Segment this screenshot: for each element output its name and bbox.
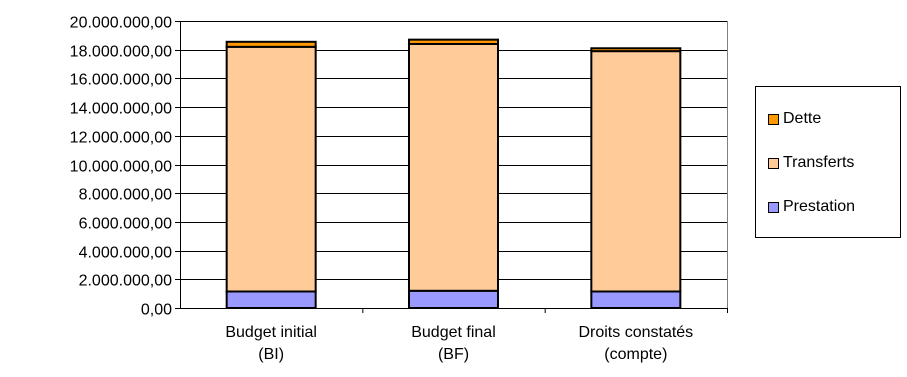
y-tick-labels: 0,00 2.000.000,00 4.000.000,00 6.000.000,00… bbox=[70, 15, 172, 319]
y-tick-label: 18.000.000,00 bbox=[70, 44, 172, 61]
category-label-line: (compte) bbox=[604, 346, 667, 363]
legend-item-transferts: Transferts bbox=[768, 153, 854, 173]
category-label-line: Budget final bbox=[411, 324, 496, 341]
y-tick-label: 4.000.000,00 bbox=[79, 245, 173, 262]
legend-item-dette: Dette bbox=[768, 109, 821, 129]
y-tick-label: 16.000.000,00 bbox=[70, 72, 172, 89]
bar-dette bbox=[225, 40, 317, 48]
bar-prestation bbox=[408, 289, 499, 309]
y-tick-label: 6.000.000,00 bbox=[79, 216, 173, 233]
category-label-line: (BF) bbox=[438, 346, 469, 363]
y-tick-label: 2.000.000,00 bbox=[79, 273, 173, 290]
category-label-line: Droits constatés bbox=[578, 324, 693, 341]
category-label: Budget initial (BI) bbox=[225, 324, 317, 363]
bar-dette bbox=[590, 47, 682, 53]
legend-swatch-prestation bbox=[768, 201, 779, 213]
category-label-line: (BI) bbox=[258, 346, 284, 363]
legend-swatch-dette bbox=[768, 113, 779, 125]
legend-label-dette: Dette bbox=[783, 110, 822, 127]
y-tick-label: 14.000.000,00 bbox=[70, 101, 172, 118]
legend-item-prestation: Prestation bbox=[768, 197, 855, 217]
y-tick-label: 10.000.000,00 bbox=[70, 159, 172, 176]
y-tick-label: 12.000.000,00 bbox=[70, 130, 172, 147]
y-tick-label: 20.000.000,00 bbox=[70, 15, 172, 32]
category-label-line: Budget initial bbox=[225, 324, 317, 341]
legend: Dette Transferts Prestation bbox=[755, 86, 901, 238]
bars bbox=[225, 38, 682, 309]
category-label: Budget final (BF) bbox=[411, 324, 496, 363]
bar-prestation bbox=[590, 290, 682, 309]
bar-transferts bbox=[590, 50, 682, 293]
bar-prestation bbox=[225, 290, 317, 309]
legend-label-transferts: Transferts bbox=[783, 154, 855, 171]
bar-transferts bbox=[408, 42, 499, 292]
y-tick-label: 0,00 bbox=[141, 302, 172, 319]
category-label: Droits constatés (compte) bbox=[578, 324, 693, 363]
category-labels: Budget initial (BI) Budget final (BF) Droits… bbox=[225, 324, 693, 363]
axes bbox=[175, 21, 728, 313]
bar-dette bbox=[408, 38, 499, 45]
legend-swatch-transferts bbox=[768, 157, 779, 169]
bar-transferts bbox=[225, 45, 317, 293]
legend-label-prestation: Prestation bbox=[783, 198, 856, 215]
y-tick-label: 8.000.000,00 bbox=[79, 187, 173, 204]
